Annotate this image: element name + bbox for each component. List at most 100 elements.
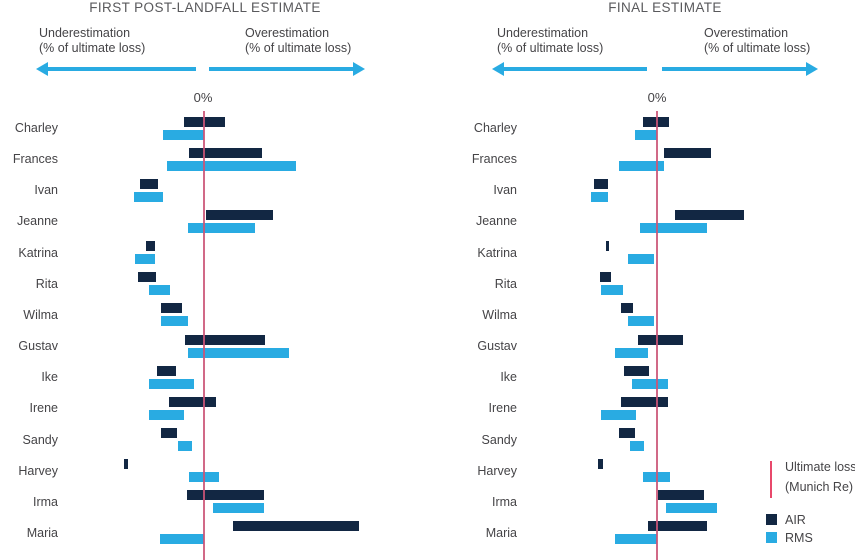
hurricane-label-ivan: Ivan [493,183,517,198]
hurricane-label-irene: Irene [29,401,59,416]
left-chart-title: FIRST POST-LANDFALL ESTIMATE [89,0,321,15]
air-bar-irene [621,396,668,407]
hurricane-label-rita: Rita [494,276,517,291]
left-chart-zero-axis-line [202,111,205,560]
air-bar-rita [137,272,156,283]
air-bar-ike [624,365,649,376]
right-chart-zero-label: 0% [647,90,667,105]
right-chart-title: FINAL ESTIMATE [608,0,722,15]
air-bar-irma [186,490,264,501]
hurricane-label-wilma: Wilma [23,307,58,322]
rms-bar-frances [619,160,664,171]
hurricane-label-charley: Charley [14,121,58,135]
hurricane-label-rita: Rita [35,276,58,291]
air-bar-wilma [160,303,182,314]
rms-swatch-icon [766,532,777,543]
hurricane-label-irma: Irma [492,494,517,509]
rms-bar-charley [635,129,657,140]
rms-bar-wilma [628,316,654,327]
hurricane-label-ike: Ike [500,370,517,385]
overestimation-label-line1: Overestimation [245,26,330,40]
left-chart-underestimation-label: Underestimation (% of ultimate loss) [39,26,145,56]
underestimation-label-line1: Underestimation [39,26,131,40]
right-chart-zero-axis-line [656,111,658,560]
air-bar-harvey [123,459,128,470]
air-bar-jeanne [675,209,744,220]
rms-bar-rita [601,285,623,296]
left-arrow-icon [492,62,647,76]
hurricane-label-harvey: Harvey [477,463,517,478]
left-chart-overestimation-label: Overestimation (% of ultimate loss) [245,26,351,56]
left-arrow-icon [36,62,196,76]
rms-bar-irma [666,503,717,514]
air-bar-ike [156,365,176,376]
air-bar-irene [168,396,216,407]
hurricane-label-gustav: Gustav [477,339,517,354]
hurricane-label-charley: Charley [473,121,517,135]
hurricane-label-katrina: Katrina [18,245,58,260]
air-bar-sandy [619,428,635,438]
hurricane-label-irma: Irma [33,494,58,509]
hurricane-label-gustav: Gustav [18,339,58,354]
air-bar-frances [664,147,711,158]
legend-ultimate-loss-label-line1: Ultimate loss [785,460,855,474]
rms-bar-rita [148,285,170,296]
air-bar-ivan [594,178,608,189]
hurricane-label-frances: Frances [471,152,517,167]
air-bar-jeanne [205,209,273,220]
rms-bar-sandy [630,441,644,451]
air-swatch-icon [766,514,777,525]
rms-bar-irene [148,409,184,420]
hurricane-label-maria: Maria [485,525,517,540]
rms-bar-frances [166,160,296,171]
rms-bar-katrina [628,254,654,265]
rms-bar-wilma [160,316,188,327]
rms-bar-ike [148,378,194,389]
hurricane-label-frances: Frances [12,152,58,167]
underestimation-label-line1: Underestimation [497,26,589,40]
overestimation-label-line2: (% of ultimate loss) [245,41,352,55]
left-chart-zero-label: 0% [193,90,213,105]
air-bar-ivan [139,178,158,189]
hurricane-label-maria: Maria [26,525,58,540]
overestimation-label-line1: Overestimation [704,26,789,40]
air-bar-gustav [184,334,265,345]
hurricane-label-harvey: Harvey [18,463,58,478]
air-bar-katrina [606,241,609,252]
rms-bar-ike [632,378,668,389]
air-bar-wilma [621,303,633,314]
rms-bar-jeanne [187,222,255,233]
underestimation-label-line2: (% of ultimate loss) [497,41,604,55]
ultimate-loss-line-icon [770,461,772,498]
hurricane-label-sandy: Sandy [22,432,58,447]
rms-bar-charley [162,129,204,140]
rms-bar-sandy [177,441,192,451]
right-arrow-icon [662,62,818,76]
hurricane-label-wilma: Wilma [482,307,517,322]
air-bar-sandy [160,428,177,438]
underestimation-label-line2: (% of ultimate loss) [39,41,146,55]
hurricane-label-sandy: Sandy [481,432,517,447]
rms-bar-katrina [134,254,155,265]
air-bar-rita [600,272,611,283]
legend-ultimate-loss-label-line2: (Munich Re) [785,480,854,494]
hurricane-label-irene: Irene [488,401,518,416]
air-bar-harvey [598,459,603,470]
right-arrow-icon [209,62,365,76]
rms-bar-gustav [187,347,289,358]
hurricane-label-jeanne: Jeanne [475,214,517,229]
rms-bar-gustav [615,347,648,358]
hurricane-label-ike: Ike [41,370,58,385]
rms-bar-maria [159,534,204,545]
hurricane-label-katrina: Katrina [477,245,517,260]
rms-bar-maria [615,534,657,545]
right-chart-underestimation-label: Underestimation (% of ultimate loss) [497,26,603,56]
right-chart-overestimation-label: Overestimation (% of ultimate loss) [704,26,810,56]
air-bar-gustav [638,334,683,345]
air-bar-maria [232,521,359,532]
overestimation-label-line2: (% of ultimate loss) [704,41,811,55]
hurricane-label-jeanne: Jeanne [16,214,58,229]
legend-air-label: AIR [785,513,806,527]
rms-bar-ivan [591,191,608,202]
